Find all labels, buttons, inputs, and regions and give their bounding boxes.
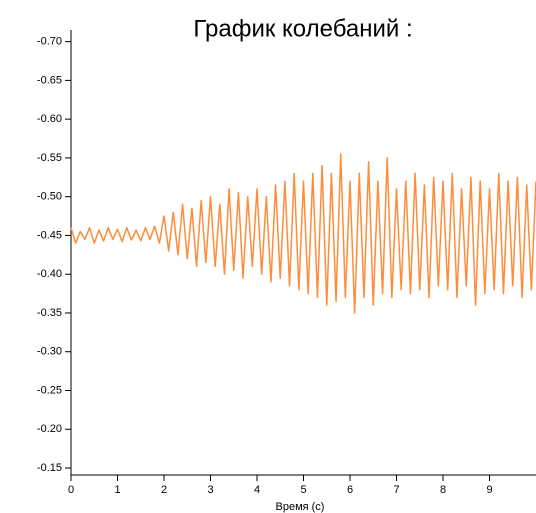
- y-tick-label: -0.55: [37, 152, 62, 164]
- x-tick-label: 8: [440, 484, 446, 496]
- y-tick-label: -0.65: [37, 74, 62, 86]
- x-tick-label: 7: [393, 484, 399, 496]
- x-tick-label: 2: [161, 484, 167, 496]
- y-tick-label: -0.25: [37, 384, 62, 396]
- x-tick-label: 6: [347, 484, 353, 496]
- x-tick-label: 9: [486, 484, 492, 496]
- y-tick-label: -0.35: [37, 307, 62, 319]
- y-tick-label: -0.50: [37, 191, 62, 203]
- y-tick-label: -0.40: [37, 268, 62, 280]
- x-tick-label: 4: [254, 484, 260, 496]
- y-tick-label: -0.20: [37, 423, 62, 435]
- y-tick-label: -0.70: [37, 36, 62, 48]
- x-tick-label: 3: [207, 484, 213, 496]
- y-tick-label: -0.60: [37, 113, 62, 125]
- y-tick-label: -0.45: [37, 229, 62, 241]
- x-tick-label: 0: [68, 484, 74, 496]
- y-tick-label: -0.30: [37, 346, 62, 358]
- chart-title: График колебаний :: [193, 15, 412, 42]
- signal-line: [70, 153, 536, 314]
- x-axis-label: Время (с): [276, 501, 325, 513]
- x-tick-label: 5: [300, 484, 306, 496]
- y-tick-label: -0.15: [37, 462, 62, 474]
- x-tick-label: 1: [114, 484, 120, 496]
